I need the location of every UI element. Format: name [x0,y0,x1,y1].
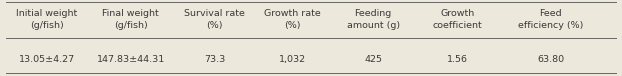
Text: Feed
efficiency (%): Feed efficiency (%) [518,9,583,30]
Text: 425: 425 [364,55,382,64]
Text: Growth
coefficient: Growth coefficient [432,9,482,30]
Text: Initial weight
(g/fish): Initial weight (g/fish) [16,9,77,30]
Text: 147.83±44.31: 147.83±44.31 [96,55,165,64]
Text: Feeding
amount (g): Feeding amount (g) [346,9,400,30]
Text: Growth rate
(%): Growth rate (%) [264,9,321,30]
Text: 1.56: 1.56 [447,55,468,64]
Text: Final weight
(g/fish): Final weight (g/fish) [102,9,159,30]
Text: Survival rate
(%): Survival rate (%) [184,9,245,30]
Text: 73.3: 73.3 [204,55,225,64]
Text: 1,032: 1,032 [279,55,306,64]
Text: 63.80: 63.80 [537,55,564,64]
Text: 13.05±4.27: 13.05±4.27 [19,55,75,64]
